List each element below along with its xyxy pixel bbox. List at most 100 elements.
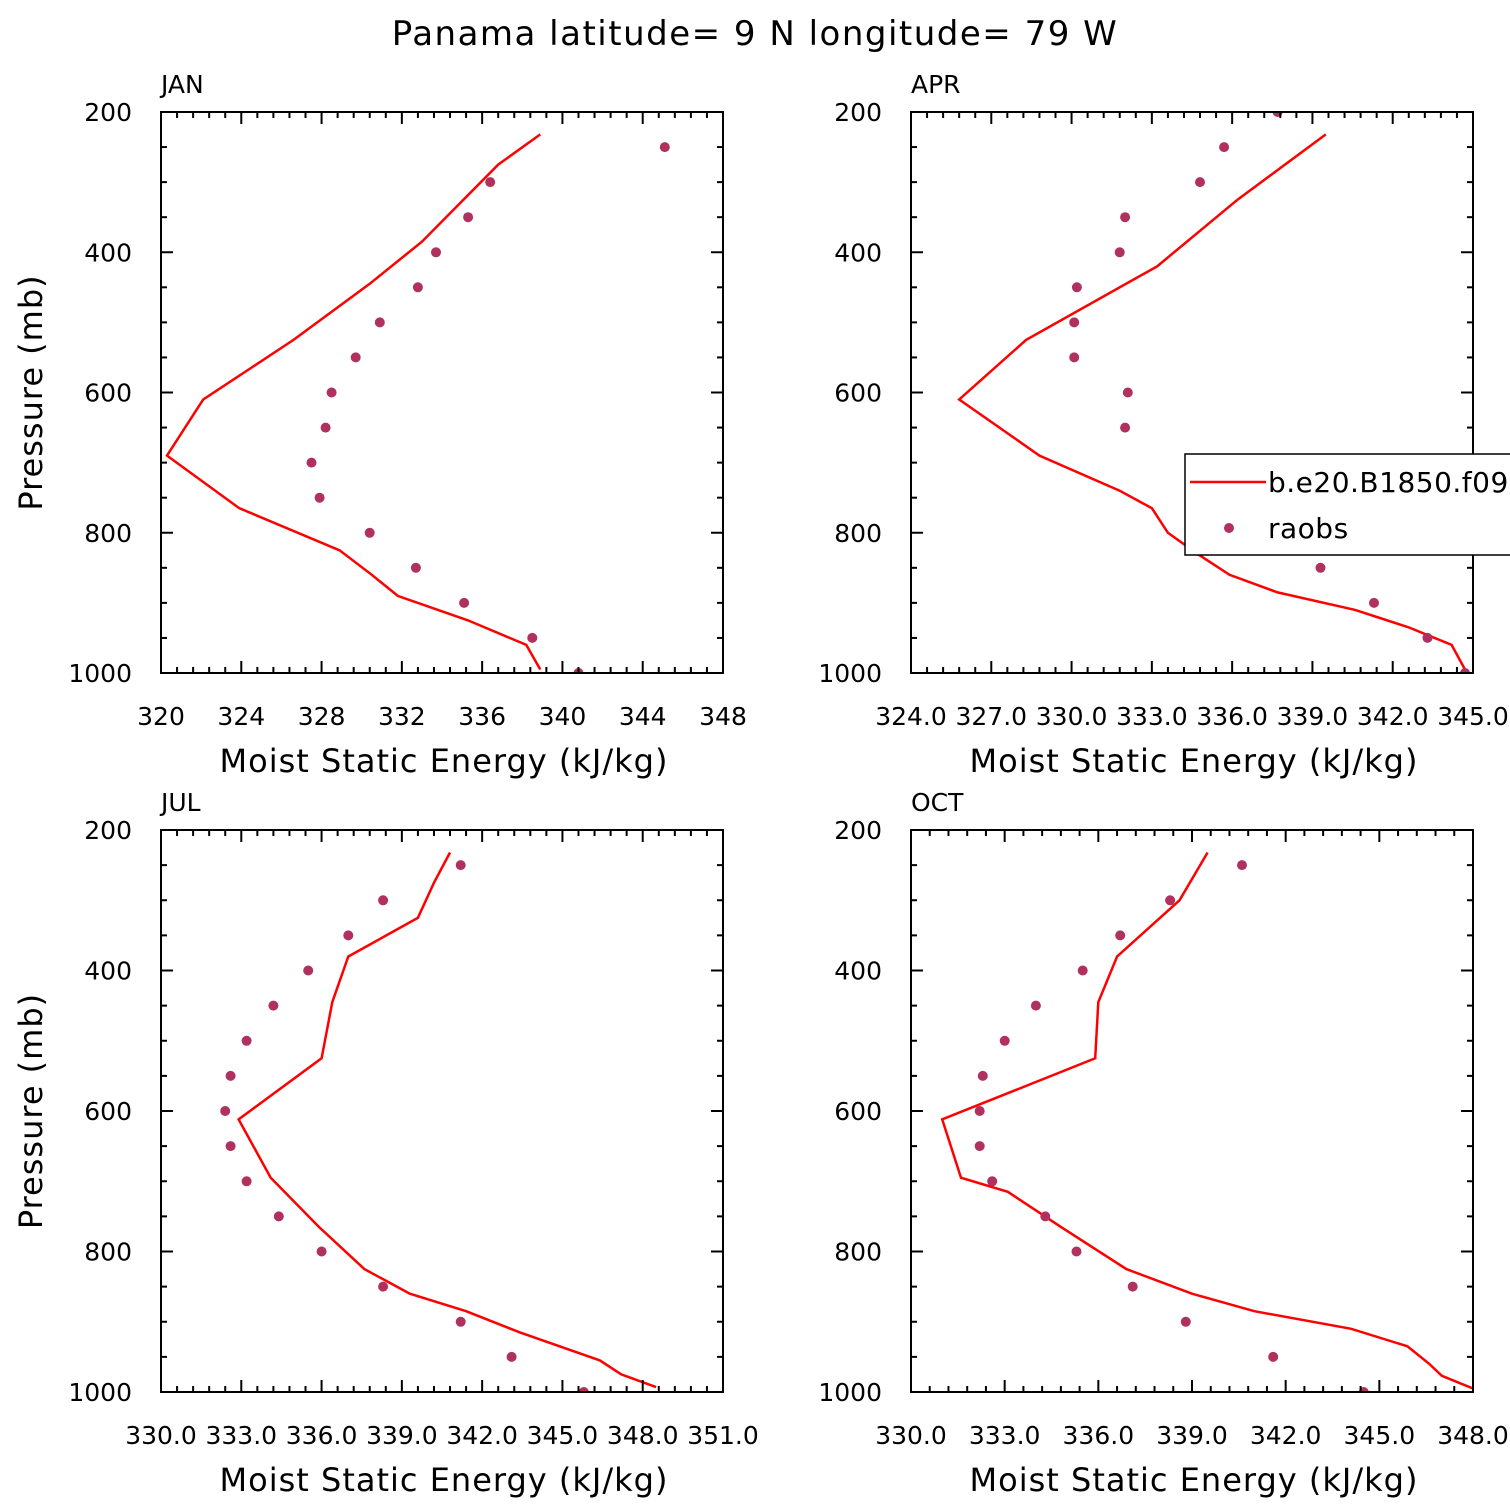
raobs-point (241, 1176, 252, 1187)
x-tick-label: 344 (619, 702, 667, 731)
panel-apr: 324.0 327.0 330.0 333.0 336.0 339.0 342.0 345.0… (818, 70, 1509, 780)
y-tick-label: 800 (84, 519, 132, 548)
raobs-point (303, 965, 314, 976)
panel-jul: 330.0 333.0 336.0 339.0 342.0 345.0 348.0 351.0… (12, 788, 759, 1499)
x-tick-label: 351.0 (687, 1421, 759, 1450)
x-tick-label: 333.0 (1116, 702, 1188, 731)
x-tick-label: 336.0 (1196, 702, 1268, 731)
raobs-point (1316, 72, 1326, 82)
raobs-point (1268, 1351, 1279, 1362)
raobs-point (273, 1211, 284, 1222)
y-tick-label: 800 (834, 519, 882, 548)
y-tick-label: 600 (84, 1097, 132, 1126)
x-tick-label: 333.0 (969, 1421, 1041, 1450)
x-axis-label: Moist Static Energy (kJ/kg) (970, 742, 1419, 780)
y-tick-label: 400 (84, 957, 132, 986)
y-tick-label: 1000 (818, 1378, 882, 1407)
raobs-point (506, 1351, 517, 1362)
y-tick-label: 400 (834, 238, 882, 267)
y-tick-label: 600 (84, 379, 132, 408)
raobs-point (1069, 317, 1080, 328)
raobs-point (1195, 177, 1205, 188)
x-tick-label: 348.0 (607, 1421, 679, 1450)
x-tick-label: 342.0 (1250, 1421, 1322, 1450)
y-tick-label: 1000 (68, 659, 132, 688)
x-tick-label: 333.0 (205, 1421, 277, 1450)
figure-title: Panama latitude= 9 N longitude= 79 W (392, 14, 1119, 54)
raobs-point (225, 1070, 236, 1081)
raobs-point (1127, 1281, 1138, 1292)
model-line-oct (940, 851, 1473, 1390)
model-line-apr (957, 133, 1467, 671)
x-tick-label: 330.0 (1036, 702, 1108, 731)
x-tick-label: 324 (217, 702, 265, 731)
panel-jan: 320 324 328 332 336 340 344 348 200 400 600 800 1000… (12, 70, 747, 780)
y-tick-label: 400 (84, 238, 132, 267)
x-axis-label: Moist Static Energy (kJ/kg) (220, 742, 669, 780)
model-line-jan (165, 133, 542, 671)
legend-raobs-swatch (1224, 523, 1234, 533)
plot-frame (160, 111, 724, 674)
raobs-point (463, 212, 474, 223)
x-tick-label: 342.0 (1357, 702, 1429, 731)
raobs-point (1369, 597, 1379, 608)
panel-oct: 330.0 333.0 336.0 339.0 342.0 345.0 348.0 200 40… (818, 788, 1508, 1499)
y-tick-label: 800 (84, 1238, 132, 1267)
x-tick-label: 342.0 (446, 1421, 518, 1450)
raobs-point (268, 1000, 279, 1011)
y-tick-label: 600 (834, 379, 882, 408)
x-tick-label: 339.0 (1277, 702, 1349, 731)
raobs-point (455, 1316, 466, 1327)
x-axis-label: Moist Static Energy (kJ/kg) (970, 1461, 1419, 1499)
y-axis-label: Pressure (mb) (12, 993, 50, 1229)
plot-frame (160, 829, 724, 1393)
y-axis-label: Pressure (mb) (12, 274, 50, 510)
raobs-point (1180, 1316, 1191, 1327)
raobs-point (374, 317, 385, 328)
y-tick-label: 1000 (818, 659, 882, 688)
y-tick-label: 200 (834, 816, 882, 845)
raobs-point (1030, 1000, 1041, 1011)
raobs-point (1219, 142, 1230, 153)
raobs-point (1077, 965, 1088, 976)
y-tick-label: 400 (834, 957, 882, 986)
raobs-point (431, 247, 441, 258)
raobs-point (1071, 1246, 1082, 1257)
raobs-point (455, 860, 466, 871)
legend-raobs-label: raobs (1268, 512, 1349, 545)
x-tick-label: 348.0 (1437, 1421, 1509, 1450)
raobs-point (326, 387, 337, 398)
raobs-point (659, 142, 670, 153)
panel-title: OCT (911, 788, 964, 817)
raobs-point (1165, 895, 1176, 906)
plot-frame (910, 829, 1474, 1393)
raobs-point (241, 1035, 252, 1046)
raobs-point (378, 1281, 389, 1292)
raobs-point (1237, 860, 1247, 871)
panel-title: JUL (159, 788, 201, 817)
raobs-point (1115, 930, 1126, 941)
raobs-point (314, 492, 325, 503)
x-axis-label: Moist Static Energy (kJ/kg) (220, 1461, 669, 1499)
x-tick-label: 339.0 (1156, 1421, 1228, 1450)
raobs-point (412, 282, 423, 293)
raobs-point (343, 930, 354, 941)
raobs-point (1114, 247, 1125, 258)
x-tick-label: 330.0 (125, 1421, 197, 1450)
y-tick-label: 200 (834, 98, 882, 127)
raobs-point (1460, 668, 1470, 673)
raobs-point (316, 1246, 327, 1257)
x-tick-label: 345.0 (1437, 702, 1509, 731)
raobs-point (974, 1106, 985, 1116)
x-tick-label: 336.0 (286, 1421, 358, 1450)
x-tick-label: 328 (298, 702, 346, 731)
x-tick-label: 340 (539, 702, 587, 731)
x-tick-label: 330.0 (875, 1421, 947, 1450)
raobs-point (220, 1106, 231, 1116)
x-tick-label: 345.0 (527, 1421, 599, 1450)
raobs-point (1120, 212, 1131, 223)
y-tick-label: 1000 (68, 1378, 132, 1407)
x-tick-label: 327.0 (955, 702, 1027, 731)
raobs-point (1040, 1211, 1051, 1222)
